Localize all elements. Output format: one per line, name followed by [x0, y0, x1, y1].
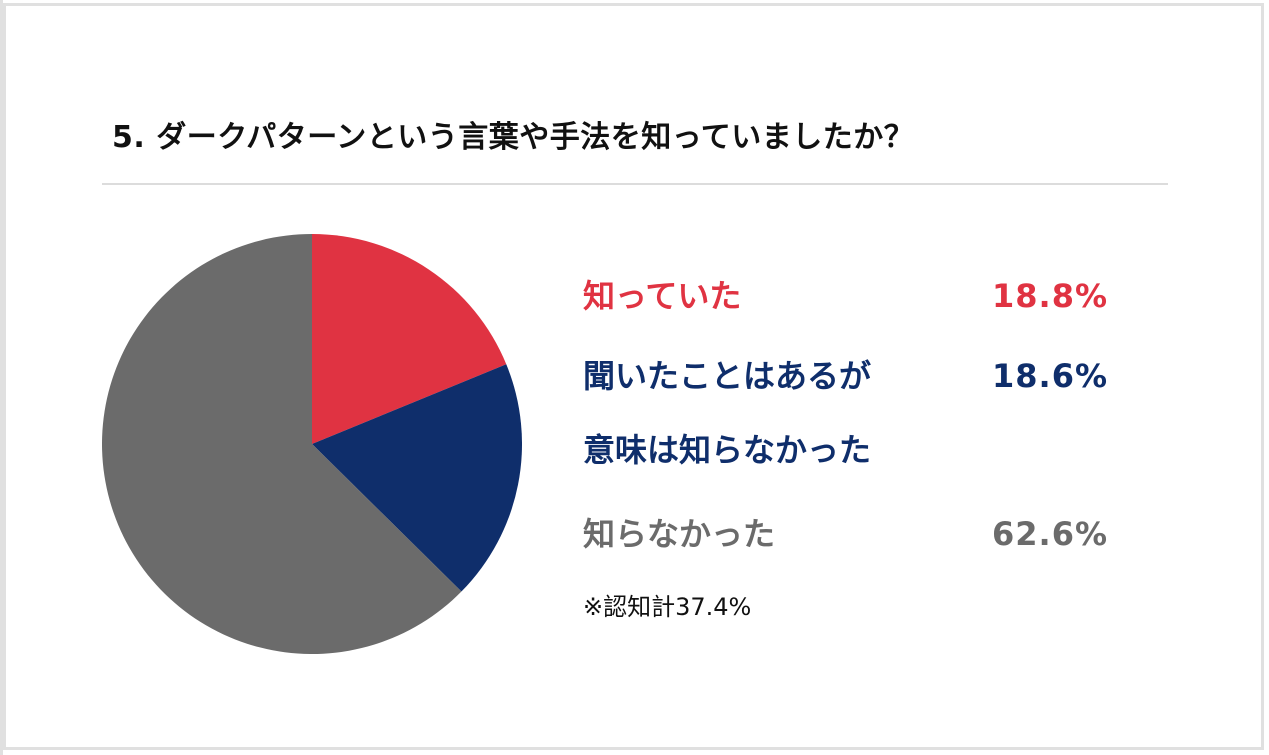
pie-slice-did-not-know: [102, 234, 462, 654]
pie-slice-knew: [312, 234, 507, 444]
legend-label-text: 聞いたことはあるが: [583, 357, 872, 395]
legend-label-text: 意味は知らなかった: [583, 431, 872, 469]
legend-label-text: 知っていた: [583, 277, 742, 315]
legend-label-knew: 知っていた: [583, 274, 741, 318]
legend-value-knew: 18.8%: [992, 277, 1109, 315]
chart-title: 5. ダークパターンという言葉や手法を知っていましたか？: [112, 120, 915, 155]
legend-label-heard-only-line1: 聞いたことはあるが: [583, 354, 871, 398]
legend-label-did-not-know: 知らなかった: [583, 512, 775, 556]
frame-left-edge: [0, 0, 3, 755]
title-divider: [102, 183, 1168, 185]
pie-chart: [102, 234, 522, 654]
legend-value-heard-only: 18.6%: [992, 357, 1109, 395]
legend-label-text: 知らなかった: [583, 515, 776, 553]
legend-label-heard-only-line2: 意味は知らなかった: [583, 428, 871, 472]
legend-value-did-not-know: 62.6%: [992, 515, 1109, 553]
pie-slice-heard-only: [312, 364, 522, 592]
awareness-total-note: ※認知計37.4%: [583, 593, 752, 621]
